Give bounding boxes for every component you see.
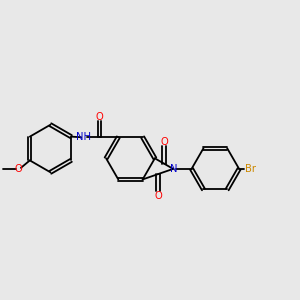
Text: N: N	[170, 164, 178, 174]
Text: Br: Br	[245, 164, 256, 174]
Text: NH: NH	[76, 132, 91, 142]
Text: O: O	[15, 164, 22, 174]
Text: O: O	[96, 112, 104, 122]
Text: O: O	[154, 190, 162, 201]
Text: O: O	[160, 137, 168, 147]
